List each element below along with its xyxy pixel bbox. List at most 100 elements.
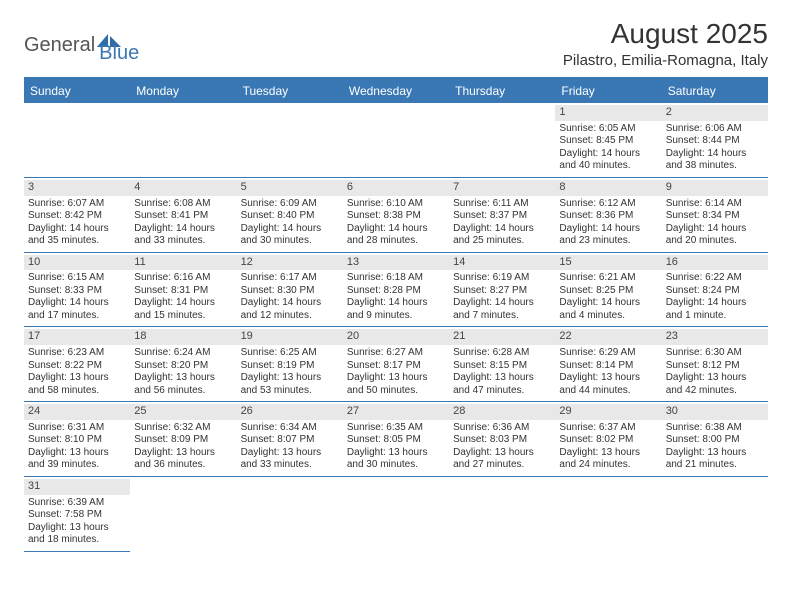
location-subtitle: Pilastro, Emilia-Romagna, Italy	[563, 52, 768, 69]
sunrise-line: Sunrise: 6:32 AM	[134, 422, 232, 435]
calendar-day: 6Sunrise: 6:10 AMSunset: 8:38 PMDaylight…	[343, 178, 449, 252]
day-number: 10	[24, 255, 130, 271]
sunset-line: Sunset: 8:24 PM	[666, 285, 764, 298]
sunset-line: Sunset: 8:28 PM	[347, 285, 445, 298]
sunrise-line: Sunrise: 6:30 AM	[666, 347, 764, 360]
day-number: 27	[343, 404, 449, 420]
sunrise-line: Sunrise: 6:15 AM	[28, 272, 126, 285]
calendar-week: 24Sunrise: 6:31 AMSunset: 8:10 PMDayligh…	[24, 402, 768, 477]
calendar-day: 20Sunrise: 6:27 AMSunset: 8:17 PMDayligh…	[343, 327, 449, 401]
calendar-day: 1Sunrise: 6:05 AMSunset: 8:45 PMDaylight…	[555, 103, 661, 177]
day-number: 14	[449, 255, 555, 271]
daylight-line: Daylight: 13 hours and 39 minutes.	[28, 447, 126, 472]
sunrise-line: Sunrise: 6:17 AM	[241, 272, 339, 285]
sunset-line: Sunset: 8:42 PM	[28, 210, 126, 223]
day-number: 2	[662, 105, 768, 121]
sunset-line: Sunset: 8:44 PM	[666, 135, 764, 148]
daylight-line: Daylight: 14 hours and 1 minute.	[666, 297, 764, 322]
calendar-day	[24, 103, 130, 177]
sunrise-line: Sunrise: 6:09 AM	[241, 198, 339, 211]
sunrise-line: Sunrise: 6:08 AM	[134, 198, 232, 211]
sunset-line: Sunset: 8:25 PM	[559, 285, 657, 298]
calendar-day: 21Sunrise: 6:28 AMSunset: 8:15 PMDayligh…	[449, 327, 555, 401]
sunset-line: Sunset: 8:31 PM	[134, 285, 232, 298]
calendar-day: 5Sunrise: 6:09 AMSunset: 8:40 PMDaylight…	[237, 178, 343, 252]
calendar-week: 10Sunrise: 6:15 AMSunset: 8:33 PMDayligh…	[24, 253, 768, 328]
calendar-day: 16Sunrise: 6:22 AMSunset: 8:24 PMDayligh…	[662, 253, 768, 327]
day-number: 26	[237, 404, 343, 420]
daylight-line: Daylight: 14 hours and 12 minutes.	[241, 297, 339, 322]
sunrise-line: Sunrise: 6:29 AM	[559, 347, 657, 360]
calendar-day: 4Sunrise: 6:08 AMSunset: 8:41 PMDaylight…	[130, 178, 236, 252]
sunrise-line: Sunrise: 6:34 AM	[241, 422, 339, 435]
calendar-day: 30Sunrise: 6:38 AMSunset: 8:00 PMDayligh…	[662, 402, 768, 476]
daylight-line: Daylight: 14 hours and 15 minutes.	[134, 297, 232, 322]
daylight-line: Daylight: 13 hours and 56 minutes.	[134, 372, 232, 397]
sunrise-line: Sunrise: 6:23 AM	[28, 347, 126, 360]
calendar-day	[343, 103, 449, 177]
calendar-day: 19Sunrise: 6:25 AMSunset: 8:19 PMDayligh…	[237, 327, 343, 401]
sunrise-line: Sunrise: 6:18 AM	[347, 272, 445, 285]
weekday-header: Sunday	[24, 79, 130, 103]
day-number: 25	[130, 404, 236, 420]
sunrise-line: Sunrise: 6:25 AM	[241, 347, 339, 360]
sunrise-line: Sunrise: 6:10 AM	[347, 198, 445, 211]
sunrise-line: Sunrise: 6:14 AM	[666, 198, 764, 211]
day-number: 30	[662, 404, 768, 420]
sunrise-line: Sunrise: 6:37 AM	[559, 422, 657, 435]
daylight-line: Daylight: 14 hours and 20 minutes.	[666, 223, 764, 248]
sunset-line: Sunset: 8:37 PM	[453, 210, 551, 223]
daylight-line: Daylight: 13 hours and 44 minutes.	[559, 372, 657, 397]
sunset-line: Sunset: 8:09 PM	[134, 434, 232, 447]
day-number: 18	[130, 329, 236, 345]
calendar-day	[555, 477, 661, 552]
calendar-day: 17Sunrise: 6:23 AMSunset: 8:22 PMDayligh…	[24, 327, 130, 401]
sunset-line: Sunset: 8:38 PM	[347, 210, 445, 223]
daylight-line: Daylight: 14 hours and 4 minutes.	[559, 297, 657, 322]
daylight-line: Daylight: 14 hours and 40 minutes.	[559, 148, 657, 173]
sunrise-line: Sunrise: 6:31 AM	[28, 422, 126, 435]
day-number: 12	[237, 255, 343, 271]
sunset-line: Sunset: 8:36 PM	[559, 210, 657, 223]
sunset-line: Sunset: 8:45 PM	[559, 135, 657, 148]
daylight-line: Daylight: 14 hours and 17 minutes.	[28, 297, 126, 322]
logo: General Blue	[24, 18, 139, 65]
calendar-day: 28Sunrise: 6:36 AMSunset: 8:03 PMDayligh…	[449, 402, 555, 476]
sunset-line: Sunset: 8:20 PM	[134, 360, 232, 373]
day-number: 16	[662, 255, 768, 271]
sunrise-line: Sunrise: 6:11 AM	[453, 198, 551, 211]
daylight-line: Daylight: 13 hours and 53 minutes.	[241, 372, 339, 397]
sunset-line: Sunset: 8:17 PM	[347, 360, 445, 373]
day-number: 7	[449, 180, 555, 196]
daylight-line: Daylight: 14 hours and 38 minutes.	[666, 148, 764, 173]
weekday-header: Wednesday	[343, 79, 449, 103]
sunset-line: Sunset: 8:14 PM	[559, 360, 657, 373]
daylight-line: Daylight: 13 hours and 58 minutes.	[28, 372, 126, 397]
calendar-day: 31Sunrise: 6:39 AMSunset: 7:58 PMDayligh…	[24, 477, 130, 552]
day-number: 15	[555, 255, 661, 271]
day-number: 8	[555, 180, 661, 196]
sunset-line: Sunset: 8:10 PM	[28, 434, 126, 447]
logo-text-2: Blue	[99, 26, 139, 65]
sunrise-line: Sunrise: 6:36 AM	[453, 422, 551, 435]
daylight-line: Daylight: 13 hours and 42 minutes.	[666, 372, 764, 397]
daylight-line: Daylight: 13 hours and 24 minutes.	[559, 447, 657, 472]
daylight-line: Daylight: 13 hours and 21 minutes.	[666, 447, 764, 472]
sunrise-line: Sunrise: 6:16 AM	[134, 272, 232, 285]
sunrise-line: Sunrise: 6:06 AM	[666, 123, 764, 136]
daylight-line: Daylight: 13 hours and 18 minutes.	[28, 522, 126, 547]
daylight-line: Daylight: 13 hours and 36 minutes.	[134, 447, 232, 472]
sunset-line: Sunset: 8:27 PM	[453, 285, 551, 298]
weekday-header-row: SundayMondayTuesdayWednesdayThursdayFrid…	[24, 79, 768, 103]
calendar-day: 27Sunrise: 6:35 AMSunset: 8:05 PMDayligh…	[343, 402, 449, 476]
sunset-line: Sunset: 8:07 PM	[241, 434, 339, 447]
calendar-week: 3Sunrise: 6:07 AMSunset: 8:42 PMDaylight…	[24, 178, 768, 253]
day-number: 11	[130, 255, 236, 271]
sunset-line: Sunset: 8:02 PM	[559, 434, 657, 447]
calendar-day: 29Sunrise: 6:37 AMSunset: 8:02 PMDayligh…	[555, 402, 661, 476]
sunrise-line: Sunrise: 6:38 AM	[666, 422, 764, 435]
sunset-line: Sunset: 8:03 PM	[453, 434, 551, 447]
weekday-header: Friday	[555, 79, 661, 103]
sunrise-line: Sunrise: 6:21 AM	[559, 272, 657, 285]
calendar-day: 25 Sunrise: 6:32 AMSunset: 8:09 PMDayligh…	[130, 402, 236, 476]
